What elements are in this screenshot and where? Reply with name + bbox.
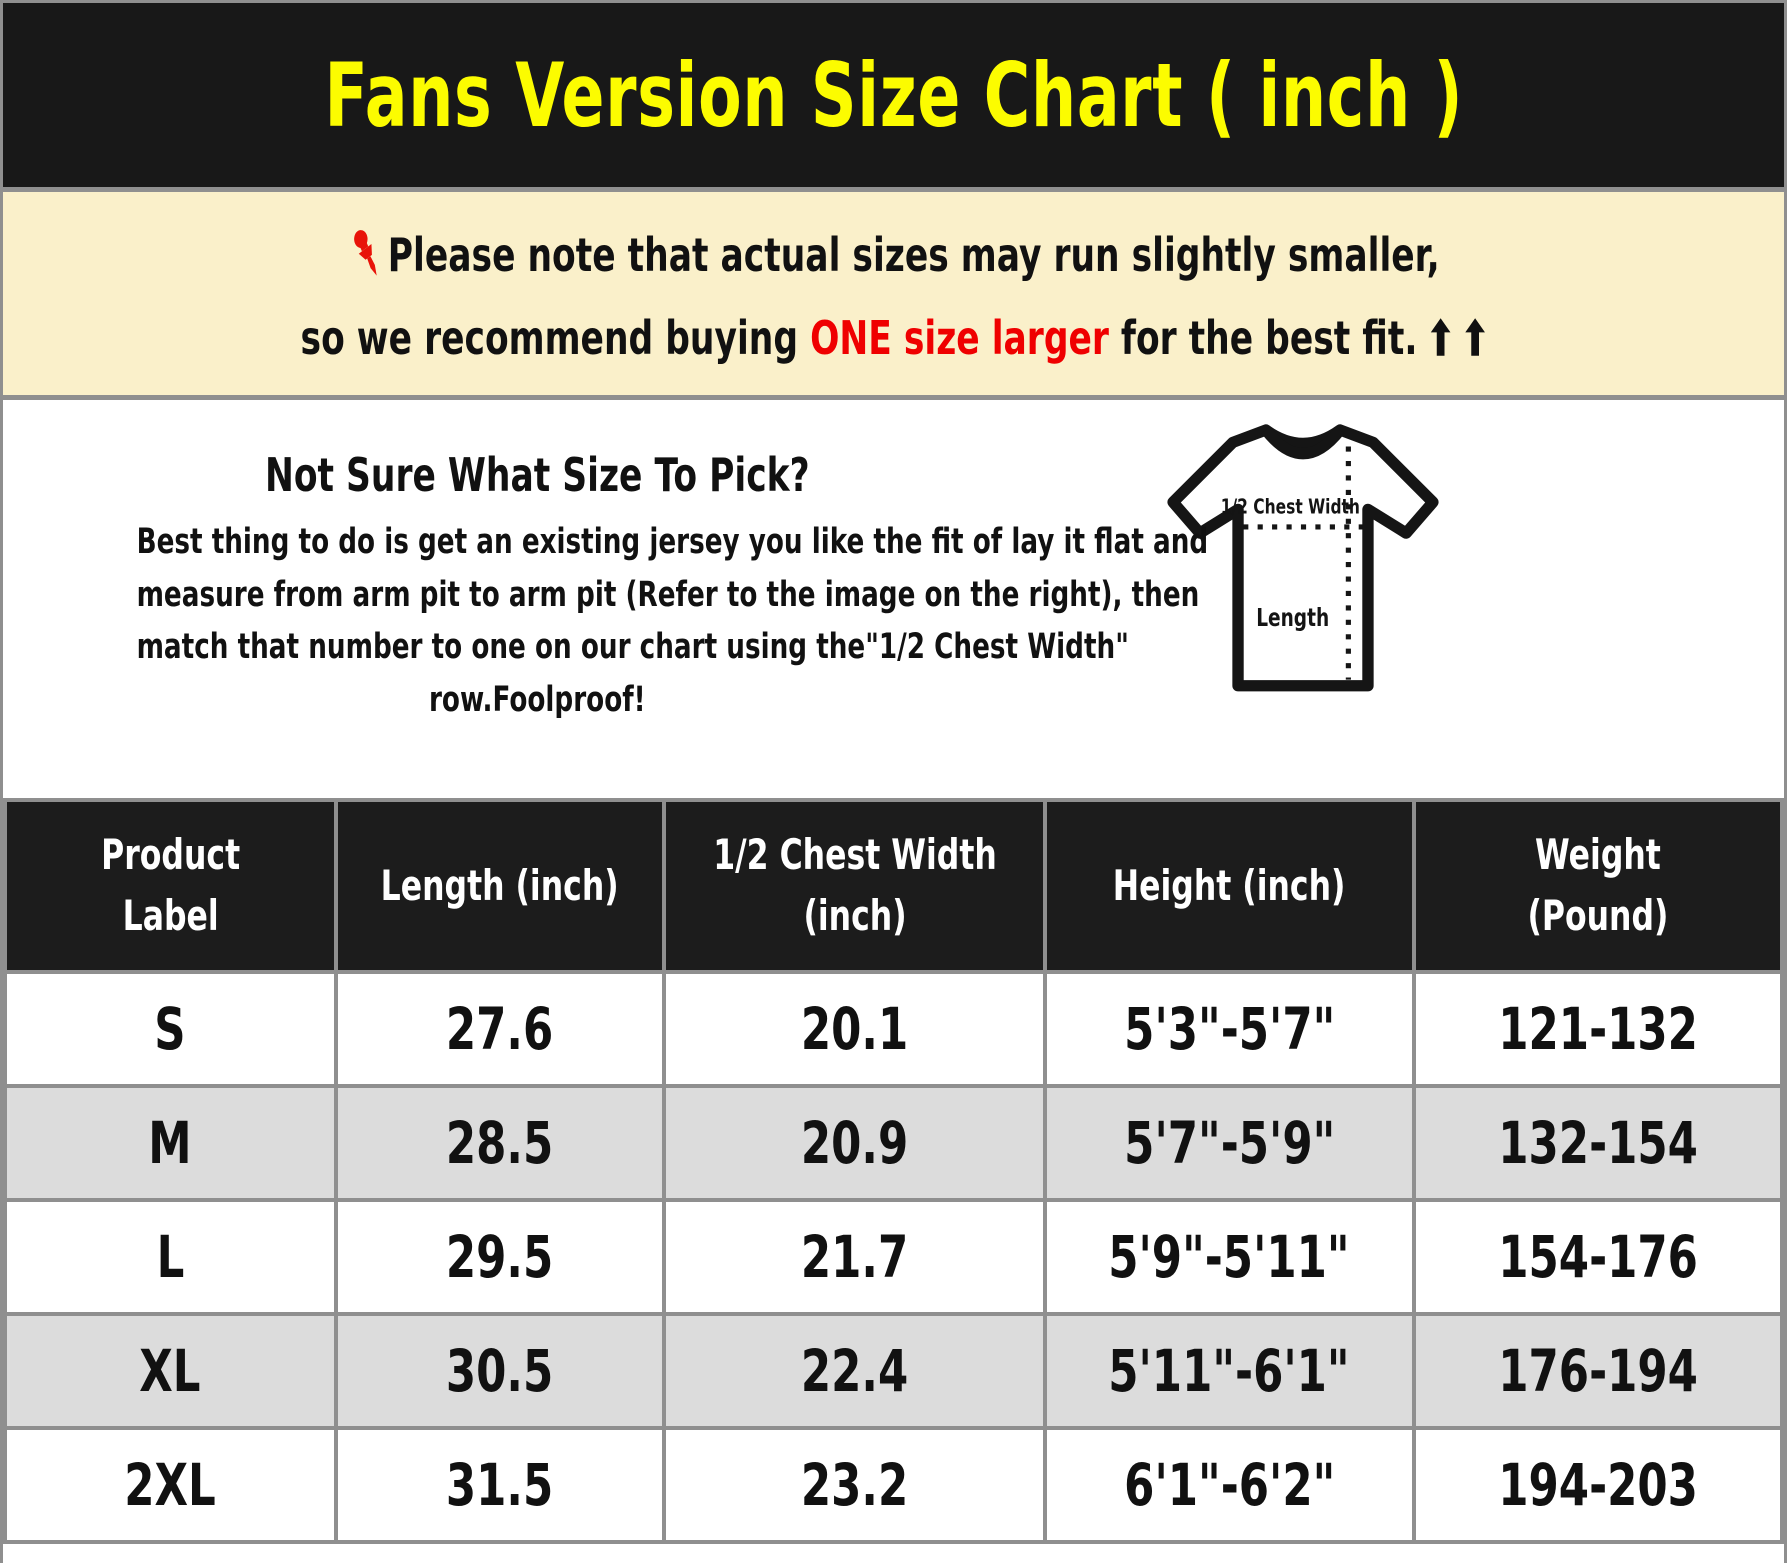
col-chest-width: 1/2 Chest Width (inch) [662,798,1047,974]
cell-height: 5'9"-5'11" [1042,1198,1417,1316]
table-row-l: L 29.5 21.7 5'9"-5'11" 154-176 [3,1198,1784,1316]
notice-line2-highlight: ONE size larger [810,310,1109,365]
cell-weight: 132-154 [1412,1084,1784,1202]
notice-line-1: Please note that actual sizes may run sl… [226,223,1562,285]
title-band: Fans Version Size Chart ( inch ) [3,3,1784,192]
cell-length: 27.6 [333,970,667,1088]
notice-line1-text: Please note that actual sizes may run sl… [387,227,1440,282]
cell-size: L [3,1198,338,1316]
size-table-header: Product Label Length (inch) 1/2 Chest Wi… [3,798,1784,974]
size-table: Product Label Length (inch) 1/2 Chest Wi… [3,798,1784,1544]
table-row-2xl: 2XL 31.5 23.2 6'1"-6'2" 194-203 [3,1426,1784,1544]
length-label: Length [1256,604,1329,632]
chest-width-label: 1/2 Chest Width [1221,495,1360,519]
cell-length: 28.5 [333,1084,667,1202]
guide-body-text: Best thing to do is get an existing jers… [136,522,1209,720]
cell-size: 2XL [3,1426,338,1544]
cell-chest: 22.4 [662,1312,1047,1430]
notice-banner: Please note that actual sizes may run sl… [3,192,1784,400]
sizing-guide-section: Not Sure What Size To Pick? Best thing t… [3,400,1784,798]
cell-length: 29.5 [333,1198,667,1316]
cell-chest: 23.2 [662,1426,1047,1544]
size-table-body: S 27.6 20.1 5'3"-5'7" 121-132 M 28.5 20.… [3,970,1784,1544]
cell-weight: 176-194 [1412,1312,1784,1430]
measurement-diagram: 1/2 Chest Width Length [1072,400,1784,798]
header-row: Product Label Length (inch) 1/2 Chest Wi… [3,798,1784,974]
notice-line2-suffix: for the best fit. [1108,310,1418,365]
cell-size: XL [3,1312,338,1430]
col-length: Length (inch) [333,798,667,974]
cell-weight: 194-203 [1412,1426,1784,1544]
col-product-label: Product Label [3,798,338,974]
page-title: Fans Version Size Chart ( inch ) [324,43,1463,147]
up-arrow-icon [1465,317,1486,356]
guide-heading: Not Sure What Size To Pick? [264,448,810,502]
cell-size: S [3,970,338,1088]
red-pushpin-icon [354,229,377,276]
cell-height: 5'7"-5'9" [1042,1084,1417,1202]
cell-length: 31.5 [333,1426,667,1544]
col-height: Height (inch) [1042,798,1417,974]
cell-chest: 21.7 [662,1198,1047,1316]
cell-chest: 20.1 [662,970,1047,1088]
col-weight: Weight (Pound) [1412,798,1784,974]
up-arrow-icon [1430,317,1451,356]
cell-size: M [3,1084,338,1202]
notice-line-2: so we recommend buying ONE size larger f… [226,311,1562,365]
cell-height: 5'3"-5'7" [1042,970,1417,1088]
notice-line2-prefix: so we recommend buying [300,310,811,365]
tshirt-diagram-icon: 1/2 Chest Width Length [1167,424,1439,692]
table-row-s: S 27.6 20.1 5'3"-5'7" 121-132 [3,970,1784,1088]
cell-weight: 154-176 [1412,1198,1784,1316]
table-row-m: M 28.5 20.9 5'7"-5'9" 132-154 [3,1084,1784,1202]
cell-length: 30.5 [333,1312,667,1430]
cell-height: 5'11"-6'1" [1042,1312,1417,1430]
cell-height: 6'1"-6'2" [1042,1426,1417,1544]
sizing-guide-text: Not Sure What Size To Pick? Best thing t… [3,400,1209,798]
cell-weight: 121-132 [1412,970,1784,1088]
table-row-xl: XL 30.5 22.4 5'11"-6'1" 176-194 [3,1312,1784,1430]
cell-chest: 20.9 [662,1084,1047,1202]
